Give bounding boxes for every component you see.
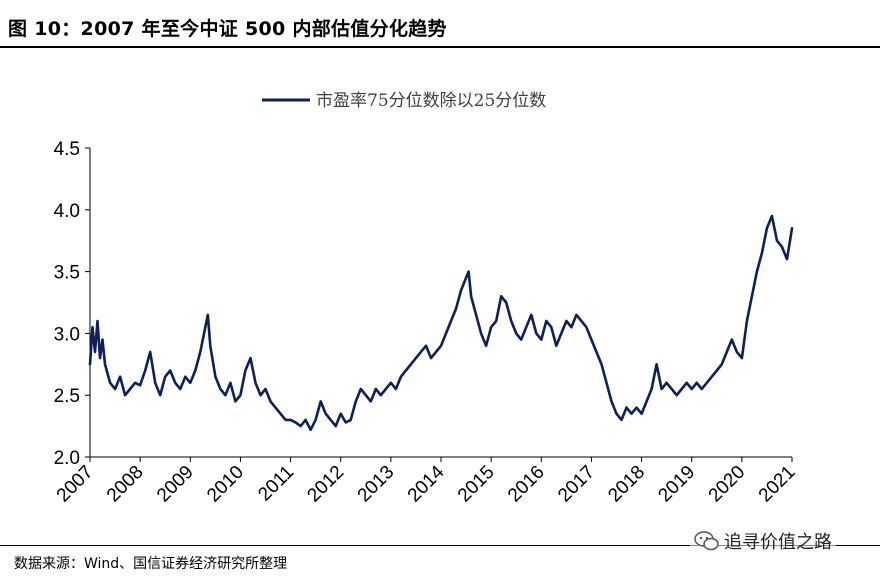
x-tick-label: 2009 <box>153 462 198 507</box>
x-tick-label: 2020 <box>705 462 750 507</box>
x-tick-label: 2019 <box>655 462 700 507</box>
watermark: 追寻价值之路 <box>690 526 836 556</box>
x-tick-label: 2016 <box>504 462 549 507</box>
y-tick-label: 2.5 <box>54 386 80 407</box>
plot-area <box>88 214 794 432</box>
y-tick-label: 3.0 <box>54 324 80 345</box>
wechat-icon <box>694 531 719 551</box>
y-tick-label: 2.0 <box>54 448 80 469</box>
data-source: 数据来源：Wind、国信证券经济研究所整理 <box>14 556 288 572</box>
x-tick-label: 2010 <box>203 462 248 507</box>
x-tick-label: 2017 <box>554 462 599 507</box>
x-tick-label: 2008 <box>103 462 148 507</box>
footer-rule <box>0 545 880 546</box>
x-tick-label: 2011 <box>254 462 298 506</box>
figure-title: 图 10：2007 年至今中证 500 内部估值分化趋势 <box>8 18 447 40</box>
x-tick-label: 2021 <box>755 462 800 507</box>
y-tick-label: 4.0 <box>54 201 80 222</box>
x-tick-label: 2012 <box>304 462 349 507</box>
watermark-text: 追寻价值之路 <box>724 532 832 553</box>
x-tick-label: 2013 <box>354 462 399 507</box>
chart-legend: 市盈率75分位数除以25分位数 <box>262 91 546 111</box>
x-tick-label: 2014 <box>404 461 449 506</box>
x-tick-label: 2018 <box>604 462 649 507</box>
legend-label: 市盈率75分位数除以25分位数 <box>316 91 546 111</box>
title-rule <box>0 46 880 48</box>
series-line-0 <box>88 214 794 432</box>
x-tick-label: 2015 <box>454 462 499 507</box>
y-tick-label: 3.5 <box>54 263 80 284</box>
y-tick-label: 4.5 <box>54 139 80 160</box>
